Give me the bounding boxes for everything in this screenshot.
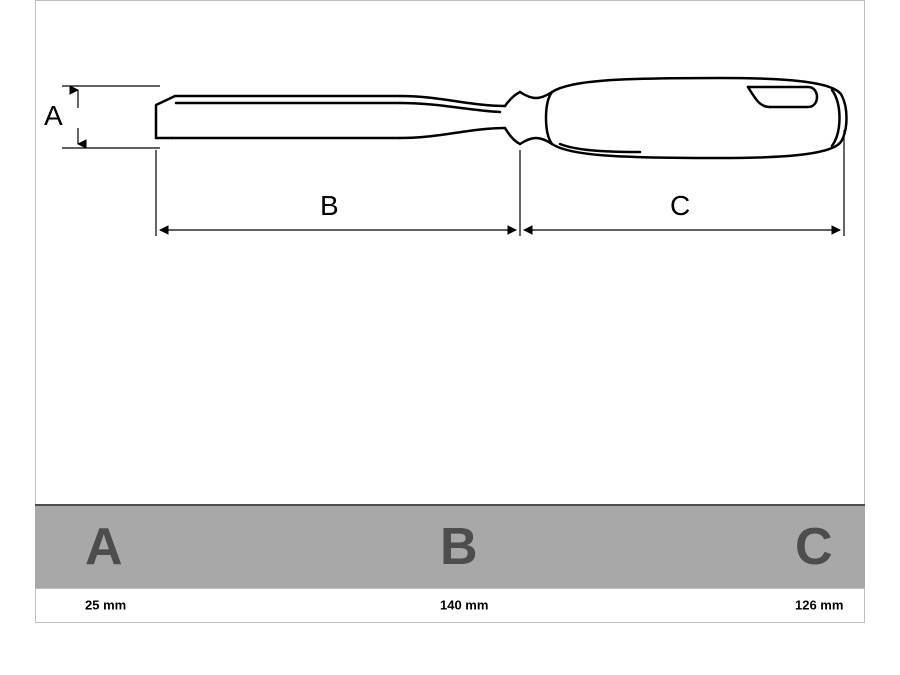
dim-BC	[156, 130, 844, 236]
chisel-outline	[156, 78, 847, 158]
col-B-header: B	[440, 517, 478, 577]
col-B-value: 140 mm	[440, 598, 488, 613]
chisel-diagram	[0, 0, 900, 500]
col-A-header: A	[85, 517, 123, 577]
col-C-value: 126 mm	[795, 598, 843, 613]
spec-table-row: 25 mm 140 mm 126 mm	[35, 588, 865, 623]
dim-A	[62, 86, 160, 148]
dim-B-label: B	[320, 190, 339, 222]
spec-table-header: A B C	[35, 504, 865, 589]
dim-C-label: C	[670, 190, 690, 222]
col-A-value: 25 mm	[85, 598, 126, 613]
dim-A-label: A	[44, 100, 63, 132]
col-C-header: C	[795, 517, 833, 577]
